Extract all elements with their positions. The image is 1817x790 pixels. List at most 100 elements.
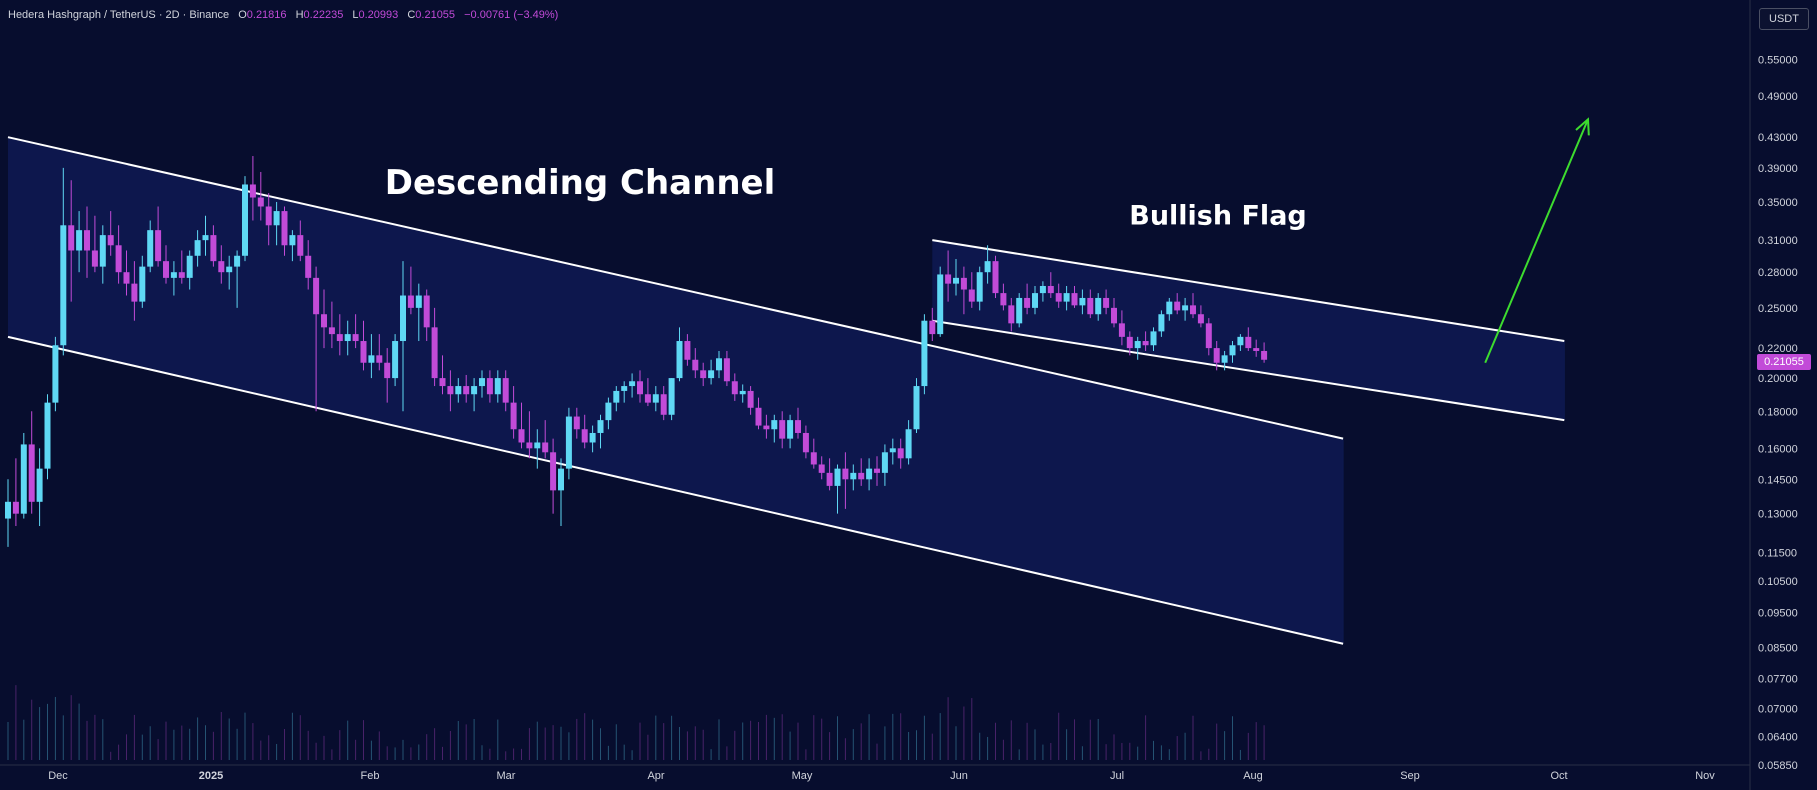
candle-body [305,255,312,278]
candle-body [558,468,564,491]
candle-body [945,274,952,284]
candle-body [913,386,920,430]
candle-body [384,362,391,379]
candle-body [486,378,493,395]
last-price-tag: 0.21055 [1757,353,1811,370]
candle-body [826,472,833,486]
candle-body [565,416,572,469]
candle-body [779,420,786,439]
candle-body [1095,297,1102,315]
channel-lower-line[interactable] [932,319,1565,422]
channel-upper-line[interactable] [932,239,1565,343]
candle-body [1182,305,1189,311]
candle-body [960,277,967,290]
candle-body [44,402,51,469]
candle-body [976,272,983,302]
candle-body [431,327,438,379]
candle-body [115,245,122,273]
candle-body [929,320,936,335]
candle-body [1118,323,1125,337]
candle-body [818,464,825,473]
candle-body [84,230,90,251]
candle-body [226,266,233,273]
channel-upper-line[interactable] [7,136,1344,440]
candle-body [1166,301,1173,315]
x-tick-label: Jul [1110,770,1124,782]
x-tick-label: May [792,770,813,782]
currency-selector[interactable]: USDT [1759,8,1809,30]
candle-body [542,442,549,453]
open-label: O [238,9,247,21]
candle-body [1016,297,1023,324]
candle-body [68,225,75,251]
candle-body [526,442,533,449]
candle-body [170,272,177,278]
candle-body [613,390,620,403]
x-tick-label: Sep [1400,770,1420,782]
candle-body [257,197,264,207]
candle-body [1221,355,1228,363]
candle-body [139,266,146,302]
high-label: H [295,9,304,21]
candle-body [787,420,794,439]
symbol-title[interactable]: Hedera Hashgraph / TetherUS · 2D · Binan… [8,9,230,21]
y-tick-label: 0.08500 [1758,642,1798,654]
x-tick-label: Apr [647,770,664,782]
candle-body [510,402,517,430]
candle-body [597,420,604,433]
candle-body [91,250,98,267]
close-value: 0.21055 [415,9,456,21]
candle-body [723,358,730,382]
candle-body [344,334,351,342]
candle-body [455,386,462,395]
candle-body [234,255,241,267]
candle-body [1079,297,1086,306]
candle-body [676,341,683,379]
candle-body [889,448,896,453]
candle-body [581,429,588,443]
candle-body [1197,314,1204,324]
candle-body [1205,323,1212,349]
candle-body [905,429,912,459]
candle-body [921,320,928,387]
candle-body [518,429,525,443]
candle-body [52,345,59,403]
x-tick-label: Mar [497,770,516,782]
candle-body [802,432,809,453]
breakout-arrow-line[interactable] [1484,118,1589,364]
candle-body [550,452,557,491]
candle-body [273,211,280,226]
candle-body [692,359,699,371]
channel-layer [7,136,1565,645]
x-tick-label: Oct [1550,770,1567,782]
candle-body [1063,293,1070,302]
candle-body [684,341,691,360]
candle-body [708,370,715,379]
candle-body [739,390,746,395]
candle-body [249,184,256,198]
candle-body [810,452,817,465]
y-tick-label: 0.10500 [1758,576,1798,588]
candle-body [1174,301,1181,311]
candle-body [1055,293,1062,302]
candle-body [1213,348,1220,363]
candle-body [1261,350,1268,360]
candle-body [795,420,801,433]
y-tick-label: 0.35000 [1758,197,1798,209]
candle-body [131,283,138,302]
candle-body [937,274,944,335]
candle-body [297,235,304,256]
candle-body [1000,293,1007,306]
candle-body [123,272,130,284]
candle-body [321,314,327,328]
candle-body [163,261,169,278]
candle-body [716,358,722,371]
candle-body [953,277,959,284]
y-tick-label: 0.11500 [1758,547,1797,559]
y-tick-label: 0.05850 [1758,760,1798,772]
y-tick-label: 0.49000 [1758,91,1798,103]
y-tick-label: 0.06400 [1758,732,1798,744]
candle-body [1047,285,1054,294]
channel-lower-line[interactable] [7,335,1344,645]
